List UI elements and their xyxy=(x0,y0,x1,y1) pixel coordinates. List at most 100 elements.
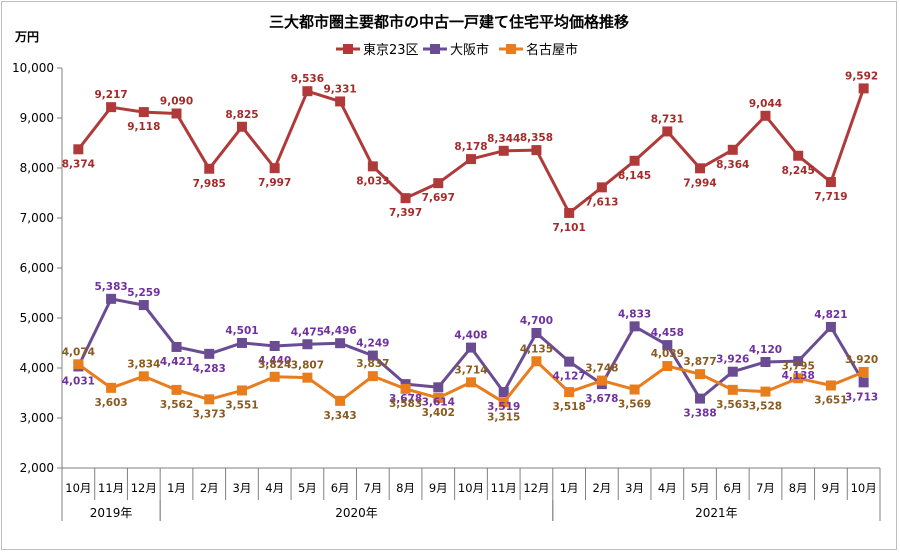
data-label: 7,613 xyxy=(585,196,618,208)
data-point xyxy=(727,384,738,395)
data-point xyxy=(335,96,346,107)
x-tick-label: 6月 xyxy=(723,481,742,495)
data-point xyxy=(367,161,378,172)
legend-marker-osaka xyxy=(430,44,440,54)
data-point xyxy=(825,321,836,332)
legend-item-nagoya: 名古屋市 xyxy=(499,42,578,58)
data-point xyxy=(138,371,149,382)
data-label: 8,358 xyxy=(520,132,553,144)
data-point xyxy=(629,321,640,332)
x-tick-label: 2月 xyxy=(592,481,611,495)
data-point xyxy=(498,397,509,408)
data-label: 3,824 xyxy=(258,359,291,371)
data-label: 8,033 xyxy=(356,175,389,187)
data-label: 4,135 xyxy=(520,343,553,355)
data-point xyxy=(433,392,444,403)
data-label: 7,697 xyxy=(422,192,455,204)
data-point xyxy=(858,377,869,388)
y-tick-label: 2,000 xyxy=(20,461,54,475)
data-point xyxy=(858,367,869,377)
data-label: 9,592 xyxy=(845,70,878,82)
x-tick-label: 7月 xyxy=(363,481,382,495)
data-point xyxy=(695,369,706,380)
data-point xyxy=(73,144,84,155)
data-point xyxy=(760,386,771,397)
x-tick-label: 8月 xyxy=(396,481,415,495)
data-point xyxy=(302,372,313,383)
data-point xyxy=(531,145,542,156)
y-tick-label: 3,000 xyxy=(20,411,54,425)
data-point xyxy=(269,341,280,351)
x-tick-label: 6月 xyxy=(331,481,350,495)
data-label: 5,383 xyxy=(94,281,127,293)
data-label: 3,714 xyxy=(454,364,487,376)
data-point xyxy=(825,177,836,188)
data-label: 9,217 xyxy=(94,89,127,101)
y-axis-unit: 万円 xyxy=(14,30,39,44)
data-label: 3,877 xyxy=(683,356,716,368)
data-label: 3,651 xyxy=(814,394,847,406)
data-label: 3,678 xyxy=(585,393,618,405)
data-label: 4,283 xyxy=(193,363,226,375)
data-point xyxy=(236,121,247,132)
data-point xyxy=(171,341,182,352)
data-label: 4,421 xyxy=(160,356,193,368)
data-label: 3,551 xyxy=(225,399,258,411)
data-label: 3,920 xyxy=(845,354,878,366)
year-label: 2021年 xyxy=(695,506,738,520)
data-point xyxy=(171,108,182,119)
x-tick-label: 1月 xyxy=(560,481,579,495)
data-point xyxy=(466,377,476,388)
data-label: 8,374 xyxy=(62,158,95,170)
data-point xyxy=(73,359,84,370)
data-label: 3,603 xyxy=(94,397,127,409)
data-point xyxy=(204,394,215,405)
data-point xyxy=(269,371,280,382)
data-label: 7,985 xyxy=(193,178,226,190)
data-label: 3,569 xyxy=(618,399,651,411)
data-label: 7,719 xyxy=(814,191,847,203)
data-label: 3,795 xyxy=(782,360,815,372)
data-point xyxy=(204,348,215,359)
data-label: 9,090 xyxy=(160,96,193,108)
data-label: 3,373 xyxy=(193,408,226,420)
data-point xyxy=(727,366,738,377)
data-label: 4,501 xyxy=(225,325,258,337)
data-point xyxy=(138,300,149,311)
axes: 2,000 3,000 4,000 5,000 6,000 7,000 8,000 9,000… xyxy=(12,61,881,521)
data-point xyxy=(793,356,804,367)
data-label: 4,031 xyxy=(62,375,95,387)
data-label: 3,926 xyxy=(716,354,749,366)
data-point xyxy=(629,384,640,395)
data-label: 3,528 xyxy=(749,401,782,413)
y-tick-label: 4,000 xyxy=(20,361,54,375)
x-tick-label: 10月 xyxy=(458,481,484,495)
data-point xyxy=(236,385,247,396)
data-point xyxy=(236,337,247,348)
data-point xyxy=(564,387,575,398)
x-tick-label: 4月 xyxy=(265,481,284,495)
data-label: 3,678 xyxy=(389,393,422,405)
data-label: 3,614 xyxy=(422,396,455,408)
data-label: 8,145 xyxy=(618,170,651,182)
data-label: 3,388 xyxy=(683,408,716,420)
legend-label-nagoya: 名古屋市 xyxy=(526,42,578,58)
data-point xyxy=(662,361,673,372)
legend-item-tokyo: 東京23区 xyxy=(336,42,419,58)
data-label: 7,997 xyxy=(258,177,291,189)
data-point xyxy=(695,163,706,174)
data-label: 4,138 xyxy=(782,370,815,382)
data-point xyxy=(793,150,804,161)
data-label: 4,700 xyxy=(520,315,553,327)
y-tick-label: 7,000 xyxy=(20,211,54,225)
data-label: 3,563 xyxy=(716,399,749,411)
year-label: 2019年 xyxy=(90,506,133,520)
data-point xyxy=(466,342,476,353)
data-label: 3,343 xyxy=(324,410,357,422)
data-label: 3,519 xyxy=(487,401,520,413)
data-label: 3,807 xyxy=(291,360,324,372)
data-label: 8,364 xyxy=(716,159,749,171)
data-label: 8,731 xyxy=(651,113,684,125)
data-point xyxy=(564,356,575,367)
